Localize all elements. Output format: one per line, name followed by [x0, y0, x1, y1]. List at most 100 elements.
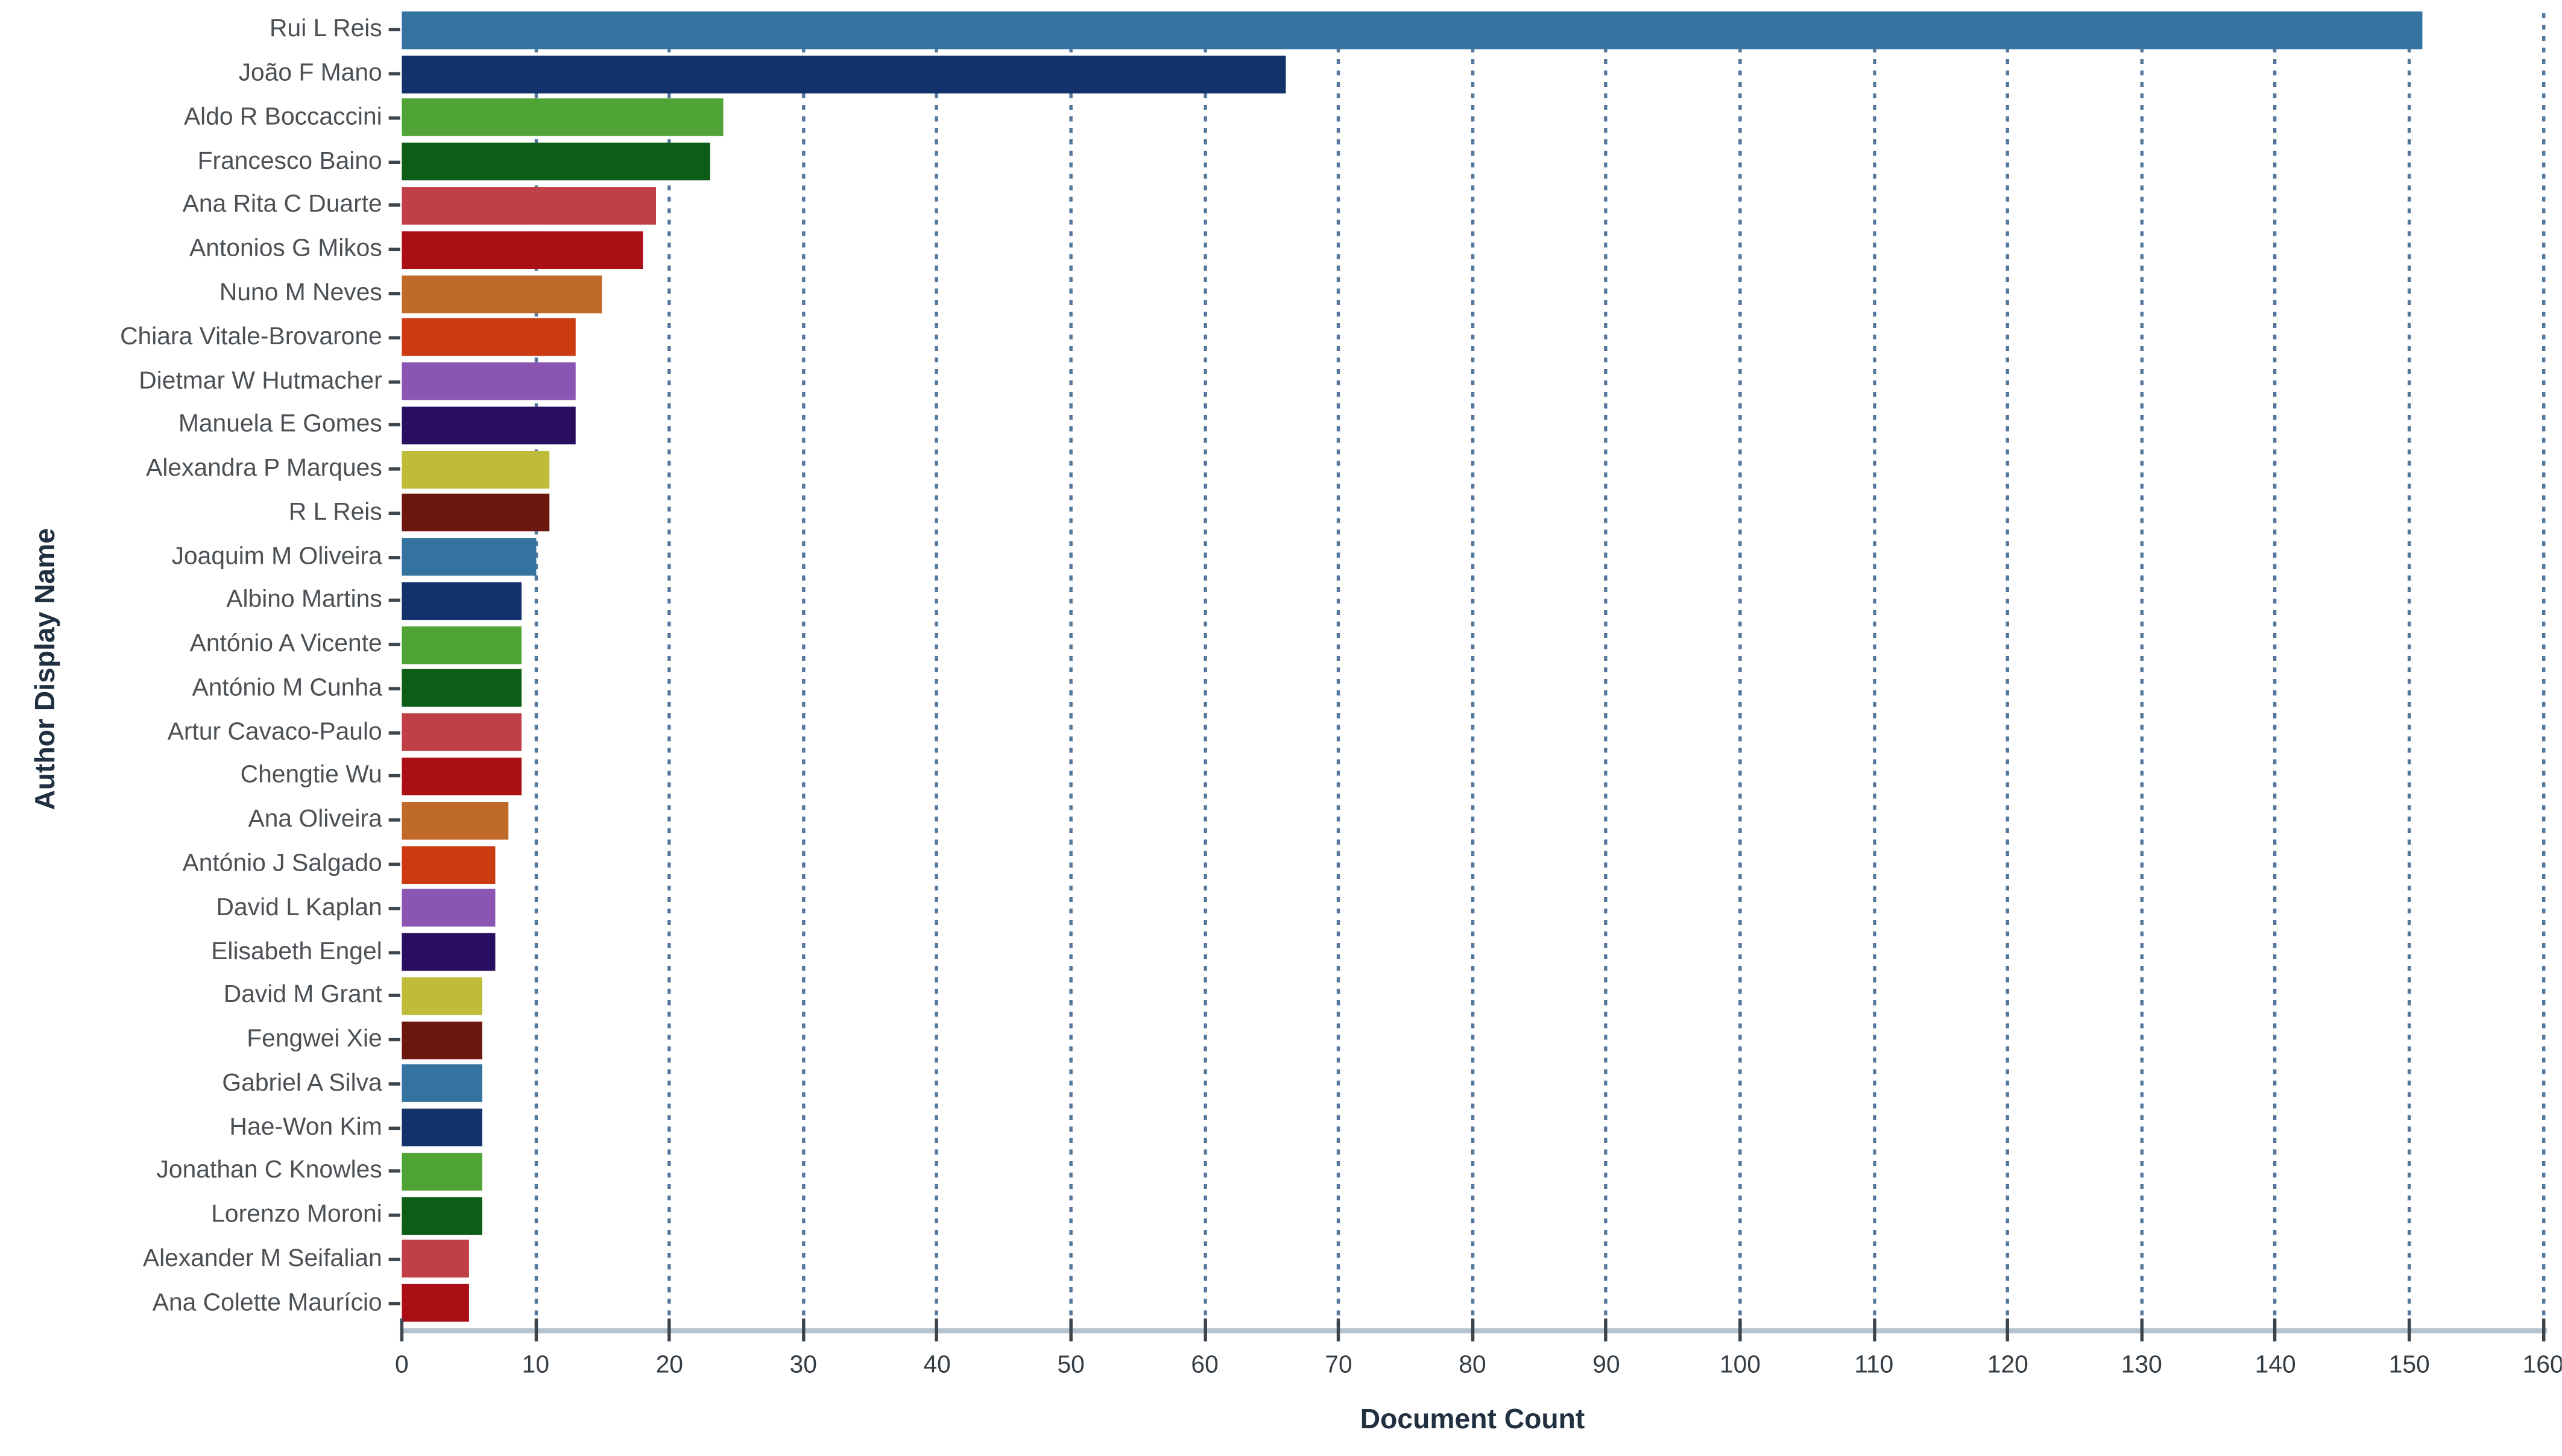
- bar[interactable]: [402, 977, 482, 1015]
- bar[interactable]: [402, 845, 496, 883]
- x-tick-label: 70: [1325, 1351, 1352, 1379]
- gridline-x-100: [1738, 13, 1742, 1330]
- y-tick-mark: [388, 1214, 400, 1217]
- gridline-x-20: [667, 13, 671, 1330]
- y-tick-mark: [388, 994, 400, 998]
- gridline-x-70: [1337, 13, 1340, 1330]
- x-tick-mark: [935, 1318, 939, 1341]
- bar[interactable]: [402, 186, 657, 225]
- x-tick-label: 120: [1987, 1351, 2028, 1379]
- bar[interactable]: [402, 406, 576, 444]
- category-label: Manuela E Gomes: [178, 410, 382, 439]
- x-tick-label: 90: [1592, 1351, 1620, 1379]
- category-label: Alexandra P Marques: [146, 454, 382, 482]
- x-axis-line: [402, 1328, 2547, 1334]
- y-tick-mark: [388, 423, 400, 427]
- bar[interactable]: [402, 362, 576, 400]
- x-tick-label: 20: [655, 1351, 683, 1379]
- bar[interactable]: [402, 1021, 482, 1059]
- bar[interactable]: [402, 1196, 482, 1235]
- bar[interactable]: [402, 1065, 482, 1103]
- bar[interactable]: [402, 99, 724, 137]
- bar[interactable]: [402, 582, 523, 620]
- bar[interactable]: [402, 450, 549, 488]
- x-tick-mark: [534, 1318, 538, 1341]
- category-label: António J Salgado: [182, 849, 382, 878]
- bar[interactable]: [402, 274, 603, 313]
- category-label: Aldo R Boccaccini: [183, 103, 382, 131]
- category-label: Jonathan C Knowles: [156, 1156, 382, 1185]
- y-tick-mark: [388, 204, 400, 207]
- category-label: Fengwei Xie: [247, 1025, 382, 1053]
- x-tick-mark: [1604, 1318, 1608, 1341]
- y-tick-mark: [388, 599, 400, 603]
- gridline-x-160: [2541, 13, 2545, 1330]
- category-label: Ana Oliveira: [248, 805, 382, 834]
- bar[interactable]: [402, 318, 576, 356]
- y-tick-mark: [388, 511, 400, 515]
- x-tick-label: 160: [2522, 1351, 2562, 1379]
- x-tick-mark: [1471, 1318, 1474, 1341]
- category-label: Dietmar W Hutmacher: [139, 367, 382, 395]
- y-tick-mark: [388, 1038, 400, 1042]
- bar[interactable]: [402, 801, 509, 839]
- y-tick-mark: [388, 467, 400, 471]
- x-tick-label: 0: [395, 1351, 409, 1379]
- category-label: Antonios G Mikos: [189, 235, 382, 263]
- bar[interactable]: [402, 669, 523, 708]
- category-label: Artur Cavaco-Paulo: [167, 717, 382, 746]
- bar[interactable]: [402, 11, 2423, 49]
- bar[interactable]: [402, 757, 523, 796]
- x-tick-mark: [1069, 1318, 1073, 1341]
- y-tick-mark: [388, 950, 400, 954]
- bar[interactable]: [402, 713, 523, 752]
- x-tick-label: 50: [1057, 1351, 1085, 1379]
- gridline-x-80: [1471, 13, 1474, 1330]
- x-tick-mark: [1738, 1318, 1742, 1341]
- category-label: Nuno M Neves: [219, 279, 382, 307]
- category-label: Gabriel A Silva: [222, 1069, 382, 1097]
- bar[interactable]: [402, 538, 536, 576]
- category-label: Lorenzo Moroni: [211, 1200, 382, 1229]
- bar[interactable]: [402, 494, 549, 532]
- y-tick-mark: [388, 1126, 400, 1130]
- y-tick-mark: [388, 906, 400, 910]
- x-tick-mark: [1337, 1318, 1340, 1341]
- bar[interactable]: [402, 143, 710, 181]
- bar[interactable]: [402, 55, 1286, 93]
- gridline-x-30: [801, 13, 805, 1330]
- y-tick-mark: [388, 1082, 400, 1086]
- bar[interactable]: [402, 1109, 482, 1147]
- bar[interactable]: [402, 626, 523, 664]
- y-tick-mark: [388, 775, 400, 778]
- y-tick-mark: [388, 160, 400, 164]
- y-tick-mark: [388, 379, 400, 383]
- gridline-x-10: [534, 13, 538, 1330]
- category-label: António A Vicente: [189, 629, 382, 658]
- category-label: David L Kaplan: [216, 893, 382, 922]
- y-tick-mark: [388, 72, 400, 76]
- category-label: Ana Rita C Duarte: [182, 191, 382, 219]
- x-tick-label: 150: [2388, 1351, 2430, 1379]
- bar[interactable]: [402, 1284, 469, 1322]
- y-tick-mark: [388, 335, 400, 339]
- bar[interactable]: [402, 889, 496, 927]
- gridline-x-60: [1203, 13, 1207, 1330]
- bar[interactable]: [402, 1152, 482, 1191]
- category-label: David M Grant: [223, 981, 382, 1009]
- category-label: Chiara Vitale-Brovarone: [120, 323, 382, 351]
- gridline-x-130: [2140, 13, 2144, 1330]
- x-tick-label: 10: [522, 1351, 550, 1379]
- category-label: Albino Martins: [226, 586, 382, 614]
- bar[interactable]: [402, 933, 496, 971]
- bar[interactable]: [402, 230, 643, 269]
- x-tick-label: 110: [1854, 1351, 1894, 1379]
- gridline-x-120: [2006, 13, 2010, 1330]
- x-axis-title: Document Count: [1360, 1404, 1585, 1435]
- x-tick-label: 100: [1719, 1351, 1761, 1379]
- category-label: João F Mano: [238, 59, 382, 87]
- y-tick-mark: [388, 643, 400, 647]
- bar[interactable]: [402, 1240, 469, 1279]
- category-label: Francesco Baino: [197, 147, 382, 175]
